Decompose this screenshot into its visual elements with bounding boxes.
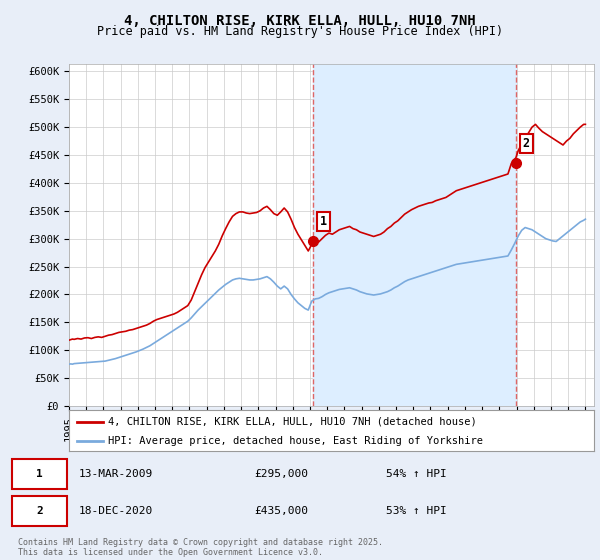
FancyBboxPatch shape bbox=[12, 496, 67, 525]
Text: 4, CHILTON RISE, KIRK ELLA, HULL, HU10 7NH (detached house): 4, CHILTON RISE, KIRK ELLA, HULL, HU10 7… bbox=[109, 417, 477, 427]
Bar bbox=[313, 64, 516, 406]
Text: £435,000: £435,000 bbox=[254, 506, 308, 516]
Text: 1: 1 bbox=[36, 469, 43, 479]
Text: 2: 2 bbox=[36, 506, 43, 516]
FancyBboxPatch shape bbox=[12, 459, 67, 488]
Text: £295,000: £295,000 bbox=[254, 469, 308, 479]
Text: 13-MAR-2009: 13-MAR-2009 bbox=[78, 469, 152, 479]
Text: 2: 2 bbox=[523, 137, 530, 150]
Text: Price paid vs. HM Land Registry's House Price Index (HPI): Price paid vs. HM Land Registry's House … bbox=[97, 25, 503, 38]
Text: 1: 1 bbox=[320, 214, 327, 228]
Text: HPI: Average price, detached house, East Riding of Yorkshire: HPI: Average price, detached house, East… bbox=[109, 436, 484, 446]
Text: 53% ↑ HPI: 53% ↑ HPI bbox=[386, 506, 447, 516]
Text: 18-DEC-2020: 18-DEC-2020 bbox=[78, 506, 152, 516]
Text: 4, CHILTON RISE, KIRK ELLA, HULL, HU10 7NH: 4, CHILTON RISE, KIRK ELLA, HULL, HU10 7… bbox=[124, 14, 476, 28]
Text: Contains HM Land Registry data © Crown copyright and database right 2025.
This d: Contains HM Land Registry data © Crown c… bbox=[18, 538, 383, 557]
Text: 54% ↑ HPI: 54% ↑ HPI bbox=[386, 469, 447, 479]
